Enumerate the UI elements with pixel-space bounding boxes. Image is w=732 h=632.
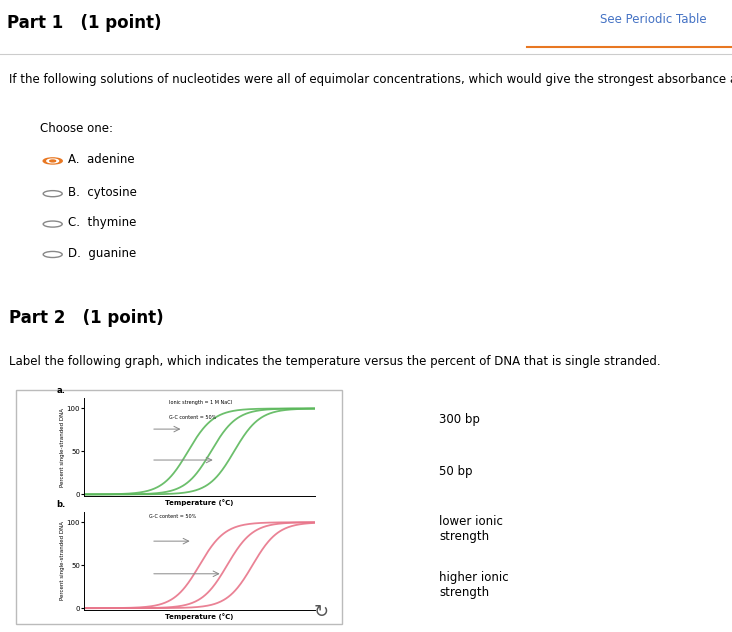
Text: B.  cytosine: B. cytosine — [68, 186, 137, 199]
Circle shape — [50, 160, 56, 162]
Text: lower ionic
strength: lower ionic strength — [439, 514, 503, 542]
Y-axis label: Percent single-stranded DNA: Percent single-stranded DNA — [60, 521, 65, 600]
Circle shape — [100, 566, 151, 585]
Text: Ionic strength = 1 M NaCl: Ionic strength = 1 M NaCl — [170, 400, 233, 405]
Text: a.: a. — [56, 386, 65, 396]
Circle shape — [100, 453, 151, 471]
Text: See Periodic Table: See Periodic Table — [600, 13, 706, 27]
Circle shape — [366, 455, 417, 489]
X-axis label: Temperature (°C): Temperature (°C) — [165, 499, 234, 506]
Circle shape — [100, 530, 151, 549]
Circle shape — [100, 420, 151, 439]
Text: C: C — [387, 522, 396, 535]
Text: G-C content = 50%: G-C content = 50% — [149, 514, 196, 519]
Text: Choose one:: Choose one: — [40, 123, 113, 135]
Text: 50 bp: 50 bp — [439, 465, 473, 478]
Text: A: A — [387, 413, 396, 426]
Text: C.  thymine: C. thymine — [68, 216, 136, 229]
Y-axis label: Percent single-stranded DNA: Percent single-stranded DNA — [60, 408, 65, 487]
Text: Part 2   (1 point): Part 2 (1 point) — [9, 308, 163, 327]
Text: b.: b. — [56, 500, 66, 509]
Text: A.  adenine: A. adenine — [68, 154, 135, 166]
Text: B: B — [387, 465, 396, 478]
Circle shape — [43, 158, 62, 164]
FancyBboxPatch shape — [16, 390, 343, 624]
Text: higher ionic
strength: higher ionic strength — [439, 571, 509, 599]
Circle shape — [366, 512, 417, 545]
Text: Part 1   (1 point): Part 1 (1 point) — [7, 14, 162, 32]
Circle shape — [366, 403, 417, 436]
Text: If the following solutions of nucleotides were all of equimolar concentrations, : If the following solutions of nucleotide… — [9, 73, 732, 86]
Text: D.  guanine: D. guanine — [68, 247, 136, 260]
Text: 300 bp: 300 bp — [439, 413, 480, 426]
X-axis label: Temperature (°C): Temperature (°C) — [165, 612, 234, 619]
Circle shape — [366, 569, 417, 602]
Text: G-C content = 50%: G-C content = 50% — [170, 415, 217, 420]
Circle shape — [47, 159, 59, 163]
Text: Label the following graph, which indicates the temperature versus the percent of: Label the following graph, which indicat… — [9, 355, 660, 368]
Text: ↻: ↻ — [313, 603, 329, 621]
Text: D: D — [386, 579, 397, 592]
